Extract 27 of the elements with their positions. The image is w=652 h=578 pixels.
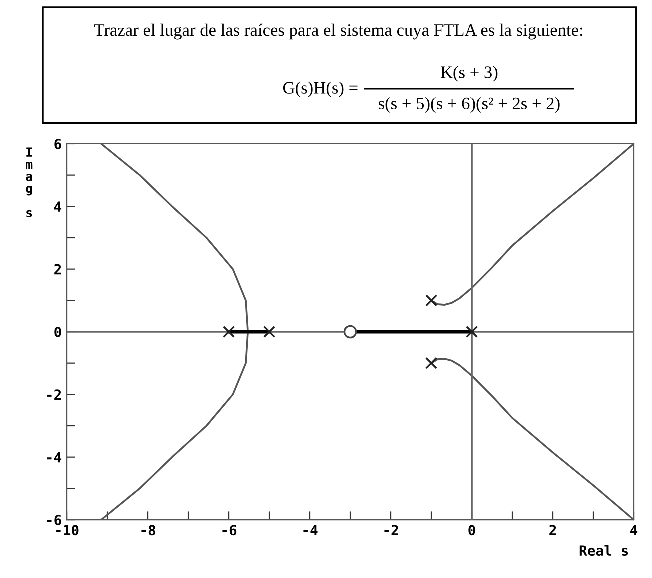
point: [344, 325, 358, 339]
chart-title: Trazar el lugar de las raíces para el sistema cuya FTLA es la siguiente:: [94, 24, 582, 40]
text: G(s)H(s) =: [283, 82, 358, 98]
x-tick-label: -8: [142, 525, 156, 536]
x-tick-label: -2: [384, 525, 398, 536]
y-tick-label: 4: [54, 202, 62, 212]
x-tick-label: 0: [468, 525, 476, 536]
y-tick-label: 6: [54, 138, 62, 150]
y-tick-label: 0: [54, 326, 62, 338]
text: s(s + 5)(s + 6)(s² + 2s + 2): [379, 97, 560, 114]
y-tick-label: -6: [47, 515, 62, 526]
x-tick-label: -10: [56, 525, 79, 536]
y-tick-label: 2: [54, 264, 62, 275]
x-tick-label: 2: [550, 525, 556, 536]
point: [466, 326, 478, 338]
point: [425, 294, 438, 307]
x-tick-label: -4: [304, 525, 318, 536]
y-axis-title: Imag s: [26, 148, 33, 218]
x-tick-label: 4: [630, 525, 638, 536]
text: K(s + 3): [440, 66, 498, 82]
y-tick-label: -2: [47, 390, 62, 400]
point: [222, 326, 236, 338]
y-tick-label: -4: [47, 452, 62, 463]
point: [263, 326, 276, 338]
x-tick-label: -6: [222, 525, 237, 536]
point: [425, 357, 438, 370]
x-axis-title: Real s: [580, 545, 628, 556]
